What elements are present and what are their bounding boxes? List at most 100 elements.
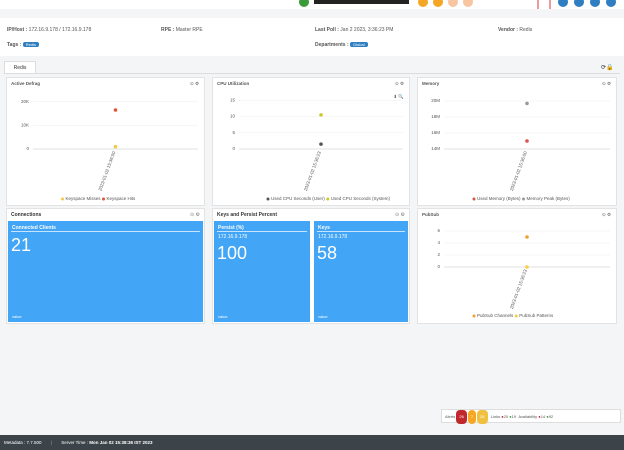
tile-foot: value [218,314,228,319]
panel-title: Keys and Persist Percent [217,212,278,218]
label: Vendor : [498,27,519,33]
legend-swatch [102,197,106,201]
chart-title: Memory [422,81,440,86]
chart-title: PubSub [422,212,439,217]
y-tick-label: 20K [21,99,29,104]
tile-name: Persist (%) [218,225,244,231]
x-tick-label: 2023-01-02 15:36:23 [303,150,322,191]
tile: Keys 172.16.9.178 58 value [314,221,408,322]
metadata: Metadata : 7.7.500 [4,440,42,445]
y-tick-label: 0 [232,146,235,151]
panel-icons[interactable]: ⊙ ⚙ [395,81,405,86]
info-panel: IP/Host : 172.16.9.178 / 172.16.9.178 RP… [0,18,624,56]
tile-foot: value [318,314,328,319]
tile: Connected Clients 21 value [8,221,203,322]
chart: Active Defrag ⊙ ⚙ 0 10K 20K 2023-01-02 15:36:… [11,81,200,201]
top-icons [299,0,616,9]
point [525,139,529,143]
label: IP/Host : [7,27,28,33]
panel-icons[interactable]: ⊙ ⚙ [602,81,612,86]
value: Redis [519,27,533,33]
tag: Redis [22,42,39,47]
connections-panel: Connections ⊙ ⚙ Connected Clients 21 val… [6,208,205,324]
panel-icons[interactable]: ⊙ ⚙ [602,212,612,217]
value: Master RPE [175,27,203,33]
tile-name: Keys [318,225,330,231]
legend-label: Memory Peak (Bytes) [527,196,571,201]
tab-line [4,73,620,74]
alert-count[interactable]: 26 [456,410,467,424]
chart: PubSub ⊙ ⚙ 0 2 4 6 2023-01-02 15:36:23 PubSub C… [422,212,612,318]
chart: CPU Utilization ⊙ ⚙ ⬇ 🔍 0 5 10 15 2023-01-02 15… [217,81,405,201]
legend-swatch [61,197,64,201]
y-tick-label: 16M [431,130,440,135]
server-time: Mon Jan 02 15:38:36 IST 2023 [89,440,153,445]
y-tick-label: 5 [232,130,235,135]
panel-icons[interactable]: ⊙ ⚙ [190,81,200,86]
point [319,142,323,146]
tile: Persist (%) 172.16.9.178 100 value [214,221,310,322]
value: 172.16.9.178 / 172.16.9.178 [28,27,92,33]
y-tick-label: 10K [21,123,29,128]
y-tick-label: 20M [431,98,440,103]
point [319,113,323,117]
avail-count: 14 [540,414,546,419]
label: Last Poll : [315,27,339,33]
legend-label: Keyspace Misses [66,196,102,201]
y-tick-label: 4 [437,240,440,245]
label: Links [490,414,501,419]
legend-swatch [266,197,270,201]
tile-host: 172.16.9.178 [218,234,248,240]
y-tick-label: 15 [230,97,236,102]
tag: Global [350,42,368,47]
tile-value: 100 [217,243,248,263]
tile-value: 21 [11,235,32,255]
x-tick-label: 2023-01-02 15:36:00 [509,150,528,191]
tile-name: Connected Clients [12,225,56,231]
legend-label: Used CPU Seconds (System) [331,196,391,201]
y-tick-label: 18M [431,114,440,119]
y-tick-label: 2 [437,252,440,257]
legend-label: PubSub Channels [477,313,514,318]
tile-foot: value [12,314,22,319]
top-bar [0,0,624,9]
y-tick-label: 6 [437,228,440,233]
link-count: 20 [503,414,509,419]
x-tick-label: 2023-01-02 15:36:00 [97,150,116,191]
point [113,144,118,149]
tile-host: 172.16.9.178 [318,234,348,240]
status-box: Alerts 26 7 26 Links ●20 ●19 Availability … [441,409,621,424]
legend-swatch [326,197,330,201]
label: Server Time : [61,440,88,445]
legend-swatch [472,314,476,318]
footer: Metadata : 7.7.500 | Server Time : Mon J… [0,435,624,450]
legend-label: Keyspace Hits [107,196,137,201]
y-tick-label: 14M [431,146,440,151]
chart-panel: CPU Utilization ⊙ ⚙ ⬇ 🔍 0 5 10 15 2023-01-02 15… [212,77,410,206]
tool-icons: ⬇ 🔍 [393,93,404,99]
chart-panel: PubSub ⊙ ⚙ 0 2 4 6 2023-01-02 15:36:23 PubSub C… [417,208,617,324]
alert-count[interactable]: 7 [467,410,477,424]
legend-label: Used CPU Seconds (User) [271,196,325,201]
keys-panel: Keys and Persist Percent ⊙ ⚙ Persist (%)… [212,208,410,324]
point [525,265,529,269]
chart-panel: Active Defrag ⊙ ⚙ 0 10K 20K 2023-01-02 15:36:… [6,77,205,206]
y-tick-label: 0 [26,146,29,151]
chart-title: Active Defrag [11,81,40,86]
refresh-icons[interactable]: ⟳🔒 [601,65,614,71]
tab[interactable]: Redis [4,61,36,74]
legend-label: PubSub Patterns [519,313,554,318]
alert-count[interactable]: 26 [477,410,488,424]
link-count: 19 [511,414,517,419]
label: Tags : [7,42,22,48]
y-tick-label: 10 [230,114,236,119]
chart: Memory ⊙ ⚙ 14M 16M 18M 20M 2023-01-02 15:36:00… [422,81,612,201]
legend-swatch [522,197,526,201]
label: RPE : [161,27,175,33]
tile-value: 58 [317,243,338,263]
avail-count: 92 [548,414,554,419]
x-tick-label: 2023-01-02 15:36:23 [509,268,528,309]
legend-label: Used Memory (Bytes) [477,196,521,201]
legend-swatch [514,314,518,318]
panel-title: Connections [11,212,42,218]
